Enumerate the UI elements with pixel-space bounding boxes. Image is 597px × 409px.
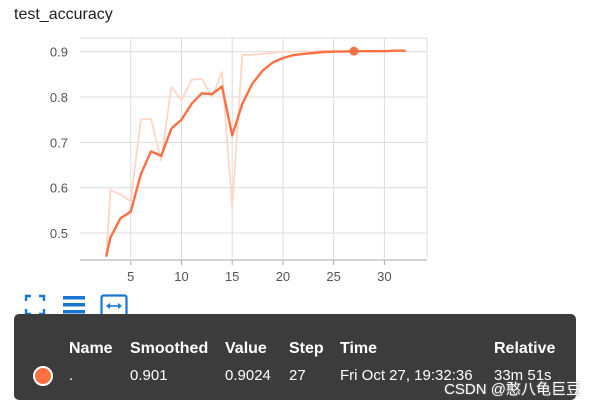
row-relative: 33m 51s: [494, 367, 552, 384]
x-tick-label: 15: [225, 269, 239, 284]
y-tick-label: 0.8: [50, 90, 68, 105]
row-smoothed: 0.901: [130, 367, 168, 384]
y-tick-label: 0.5: [50, 226, 68, 241]
chart-title: test_accuracy: [14, 6, 113, 23]
highlight-point: [349, 46, 359, 56]
fullscreen-icon[interactable]: [24, 294, 48, 318]
row-time: Fri Oct 27, 19:32:36: [340, 367, 473, 384]
y-tick-label: 0.6: [50, 181, 68, 196]
header-value: Value: [225, 340, 267, 357]
data-tooltip: Name Smoothed Value Step Time Relative .…: [14, 314, 576, 400]
y-tick-label: 0.9: [50, 45, 68, 60]
smoothed-series-line: [105, 49, 406, 257]
header-step: Step: [289, 340, 324, 357]
chart-grid: [80, 37, 428, 258]
header-name: Name: [69, 340, 113, 357]
row-step: 27: [289, 367, 306, 384]
x-tick-label: 20: [276, 269, 290, 284]
header-relative: Relative: [494, 340, 556, 357]
y-tick-label: 0.7: [50, 135, 68, 150]
header-smoothed: Smoothed: [130, 340, 209, 357]
x-tick-label: 25: [326, 269, 340, 284]
chart-highlight: [349, 46, 359, 56]
row-value: 0.9024: [225, 367, 271, 384]
x-tick-label: 10: [174, 269, 188, 284]
header-time: Time: [340, 340, 378, 357]
series-color-dot: [33, 366, 53, 386]
list-icon[interactable]: [62, 294, 86, 318]
row-name: .: [69, 367, 74, 384]
line-chart[interactable]: 0.5 0.6 0.7 0.8 0.9 5 10 15 20 25 30: [0, 0, 597, 300]
x-tick-label: 30: [377, 269, 391, 284]
chart-axes: 0.5 0.6 0.7 0.8 0.9 5 10 15 20 25 30: [50, 45, 427, 284]
watermark-text: CSDN @憨八龟巨豆: [444, 381, 581, 398]
x-tick-label: 5: [127, 269, 134, 284]
chart-series: [105, 49, 406, 257]
